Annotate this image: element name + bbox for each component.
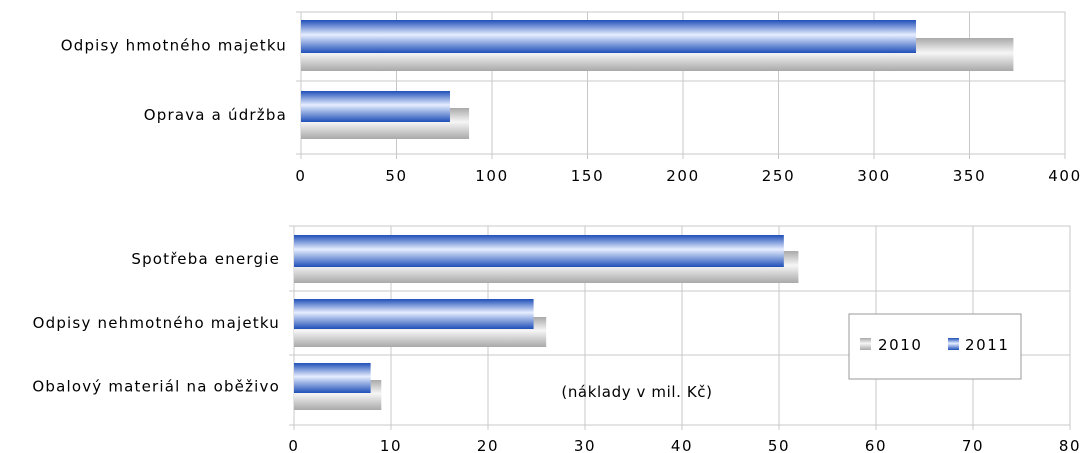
x-tick-label: 60 (865, 437, 887, 453)
legend-label-2011: 2011 (965, 336, 1010, 354)
x-tick-label: 200 (666, 167, 699, 185)
units-annotation: (náklady v mil. Kč) (561, 383, 712, 401)
x-tick-label: 20 (477, 437, 499, 453)
x-tick-label: 80 (1059, 437, 1081, 453)
x-tick-label: 350 (953, 167, 986, 185)
bar-2011-oprava-a-udrzba (301, 91, 450, 122)
bar-2011-obalovy-material-na-obezivo (294, 363, 371, 393)
x-tick-label: 0 (288, 437, 299, 453)
x-tick-label: 10 (380, 437, 402, 453)
x-tick-label: 250 (762, 167, 795, 185)
legend-swatch-2011 (948, 338, 959, 350)
legend-label-2010: 2010 (878, 336, 923, 354)
x-tick-label: 70 (962, 437, 984, 453)
x-tick-label: 400 (1048, 167, 1081, 185)
x-tick-label: 100 (475, 167, 508, 185)
x-tick-label: 150 (571, 167, 604, 185)
category-label-odpisy-nehmotneho-majetku: Odpisy nehmotného majetku (33, 314, 280, 332)
legend-swatch-2010 (860, 338, 871, 350)
chart-top: 0 50 100 150 200 250 300 350 400 Odpisy hmotného … (61, 11, 1081, 185)
category-label-spotreba-energie: Spotřeba energie (131, 250, 280, 268)
x-tick-label: 30 (574, 437, 596, 453)
x-tick-label: 50 (768, 437, 790, 453)
category-label-odpisy-hmotneho-majetku: Odpisy hmotného majetku (61, 37, 287, 55)
bar-2011-odpisy-nehmotneho-majetku (294, 299, 534, 329)
x-tick-label: 0 (295, 167, 306, 185)
category-label-oprava-a-udrzba: Oprava a údržba (144, 106, 287, 124)
chart-bottom: 0 10 20 30 40 50 60 70 80 Spotřeba energie Odpisy … (32, 225, 1081, 453)
legend: 2010 2011 (848, 313, 1022, 380)
bar-2011-spotreba-energie (294, 235, 784, 267)
x-tick-label: 50 (385, 167, 407, 185)
legend-box (848, 313, 1022, 380)
category-label-obalovy-material-na-obezivo: Obalový materiál na oběživo (32, 378, 280, 396)
bar-2011-odpisy-hmotneho-majetku (301, 20, 917, 53)
x-tick-label: 40 (671, 437, 693, 453)
x-tick-label: 300 (857, 167, 890, 185)
